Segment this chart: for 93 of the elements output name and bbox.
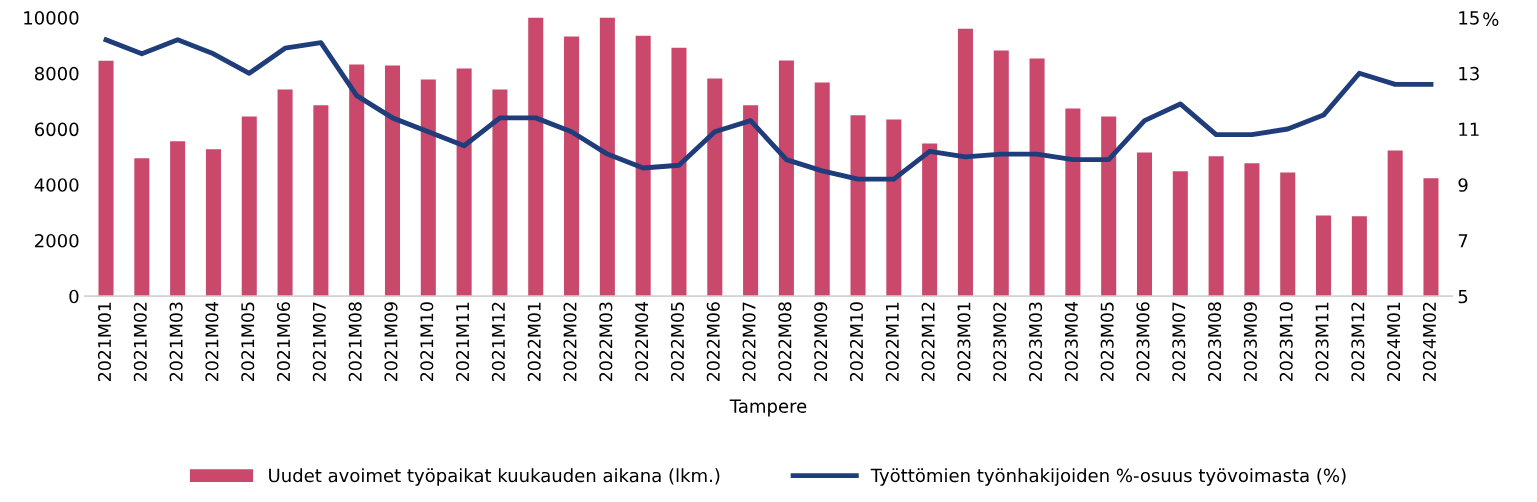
y-tick-label: 6000 <box>34 122 79 137</box>
bar <box>1065 108 1081 297</box>
x-tick-label: 2023M02 <box>993 302 1007 382</box>
x-tick-label: 2021M12 <box>491 302 505 382</box>
x-tick-label: 2023M12 <box>1351 302 1365 382</box>
x-tick-label: 2022M03 <box>599 302 613 382</box>
x-tick-label: 2023M10 <box>1279 302 1293 382</box>
bar <box>564 36 580 297</box>
bar <box>420 79 436 297</box>
x-tick-label: 2021M01 <box>97 302 112 382</box>
x-tick-label: 2023M09 <box>1243 302 1257 382</box>
x-tick-label: 2023M08 <box>1208 302 1222 382</box>
bar <box>492 89 508 297</box>
bar <box>778 60 794 297</box>
x-tick-label: 2021M09 <box>384 302 398 382</box>
x-tick-label: 2021M07 <box>312 302 326 382</box>
bar <box>671 47 687 297</box>
bar <box>1101 116 1117 297</box>
bar <box>1136 152 1153 297</box>
x-tick-label: 2022M04 <box>635 302 649 382</box>
bar <box>1208 156 1224 297</box>
bar <box>599 17 615 297</box>
bar <box>98 60 114 297</box>
x-tick-label: 2021M08 <box>348 302 362 382</box>
y2-tick-label: 7 <box>1458 234 1468 248</box>
x-tick-label: 2022M06 <box>706 302 720 382</box>
x-tick-label: 2021M05 <box>241 302 255 382</box>
y2-tick-label: 9 <box>1458 178 1468 192</box>
bar <box>170 141 186 297</box>
x-tick-label: 2021M02 <box>133 302 147 382</box>
y-tick-label: 10000 <box>24 11 79 25</box>
bar <box>313 105 329 297</box>
x-axis-title: Tampere <box>729 399 807 417</box>
bar <box>635 35 651 297</box>
bar <box>1387 150 1403 297</box>
x-tick-label: 2022M11 <box>885 302 899 382</box>
x-tick-label: 2022M10 <box>849 302 864 382</box>
x-tick-label: 2021M10 <box>420 302 434 382</box>
x-tick-label: 2021M11 <box>456 302 470 382</box>
x-tick-label: 2023M04 <box>1064 302 1078 382</box>
bar <box>993 50 1009 297</box>
bar <box>1423 178 1439 297</box>
y2-tick-label: 15 <box>1459 11 1479 25</box>
x-tick-label: 2024M02 <box>1422 302 1437 382</box>
y-tick-label: 2000 <box>35 233 79 248</box>
x-tick-label: 2023M05 <box>1100 302 1114 382</box>
bar <box>241 116 257 297</box>
bar <box>922 143 938 297</box>
bar <box>1316 215 1332 297</box>
bar <box>1172 171 1188 297</box>
x-tick-label: 2022M07 <box>742 302 756 382</box>
x-tick-label: 2023M11 <box>1315 302 1329 382</box>
x-tick-label: 2022M09 <box>814 302 828 382</box>
bar <box>743 105 759 297</box>
bar <box>456 68 472 297</box>
x-tick-label: 2023M06 <box>1136 302 1150 382</box>
x-tick-label: 2023M03 <box>1028 302 1043 382</box>
bar <box>205 149 221 297</box>
x-tick-label: 2021M06 <box>276 302 291 382</box>
bar <box>528 17 544 297</box>
x-tick-label: 2022M02 <box>563 302 577 382</box>
bar <box>349 64 365 297</box>
bar <box>134 158 150 297</box>
x-tick-label: 2023M07 <box>1172 302 1186 382</box>
x-tick-label: 2022M05 <box>670 302 685 382</box>
y-tick-label: 4000 <box>34 178 79 192</box>
x-tick-label: 2023M01 <box>957 302 971 382</box>
x-tick-label: 2022M01 <box>527 302 541 382</box>
legend-label: Työttömien työnhakijoiden %-osuus työvoimasta (%) <box>870 468 1346 486</box>
bar <box>957 28 973 297</box>
x-tick-label: 2022M12 <box>921 302 935 382</box>
y-tick-label: 0 <box>69 289 79 304</box>
x-tick-label: 2022M08 <box>778 302 792 382</box>
bar <box>814 82 830 297</box>
bar <box>707 78 723 297</box>
bar <box>1029 58 1045 297</box>
legend-label: Uudet avoimet työpaikat kuukauden aikana (lkm.) <box>269 468 720 486</box>
x-tick-label: 2024M01 <box>1387 302 1401 382</box>
y2-tick-label: 13 <box>1459 66 1479 81</box>
y2-tick-label: 11 <box>1459 122 1479 136</box>
bar <box>886 119 902 297</box>
y2-tick-label: 5 <box>1458 289 1468 304</box>
bar <box>384 65 401 297</box>
x-tick-label: 2021M03 <box>169 302 183 382</box>
bar <box>850 115 866 297</box>
bar <box>1351 216 1367 297</box>
y2-axis-title: % <box>1483 12 1499 26</box>
y-tick-label: 8000 <box>34 66 79 81</box>
bar <box>1244 163 1260 297</box>
bar <box>1280 172 1296 297</box>
bar <box>277 89 293 297</box>
x-tick-label: 2021M04 <box>205 302 219 382</box>
line-series <box>103 37 1434 182</box>
